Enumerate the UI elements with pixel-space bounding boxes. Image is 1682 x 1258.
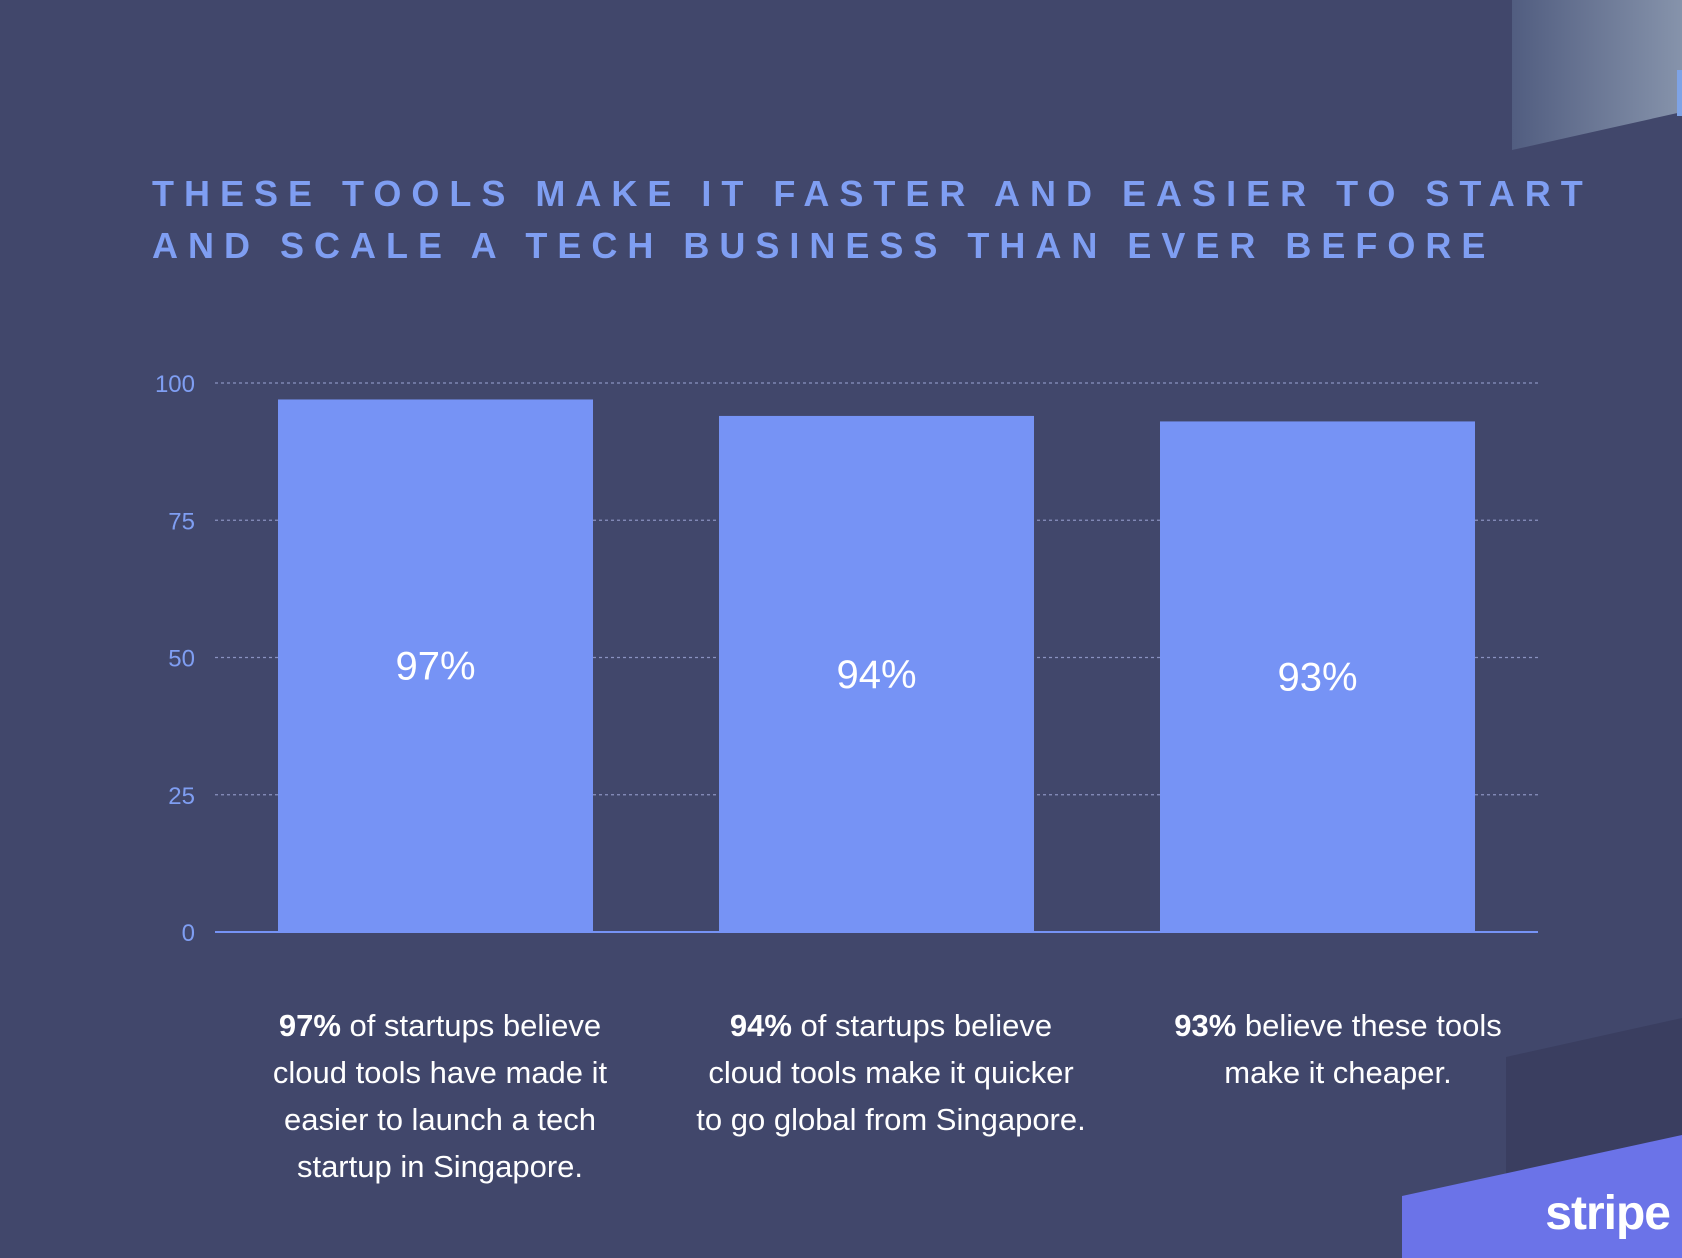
bar-caption-3: 93% believe these tools make it cheaper. (1143, 1002, 1533, 1096)
y-tick-label: 25 (168, 783, 195, 810)
bar-caption-1: 97% of startups believe cloud tools have… (245, 1002, 635, 1190)
chart-title-line-2: AND SCALE A TECH BUSINESS THAN EVER BEFO… (152, 225, 1496, 266)
bar-caption-2: 94% of startups believe cloud tools make… (696, 1002, 1086, 1143)
caption-3-highlight: 93% (1174, 1008, 1237, 1043)
stripe-logo: stripe (1545, 1187, 1671, 1240)
corner-shape-top-right (1512, 0, 1682, 150)
caption-1-text: of startups believe cloud tools have mad… (272, 1008, 608, 1184)
corner-accent-line (1677, 70, 1682, 116)
y-tick-label: 100 (155, 371, 195, 398)
bar-3 (1160, 421, 1475, 932)
chart-title: THESE TOOLS MAKE IT FASTER AND EASIER TO… (152, 168, 1593, 272)
bar-value-label-1: 97% (395, 645, 475, 689)
y-tick-label: 50 (168, 646, 195, 673)
caption-3-text: believe these tools make it cheaper. (1224, 1008, 1502, 1090)
y-tick-label: 0 (182, 920, 195, 947)
corner-shape-bottom-right-accent (1402, 1135, 1682, 1258)
bar-value-label-3: 93% (1277, 656, 1357, 700)
bar-1 (278, 399, 593, 933)
caption-1-highlight: 97% (278, 1008, 341, 1043)
caption-2-text: of startups believe cloud tools make it … (696, 1008, 1086, 1137)
bar-2 (719, 415, 1034, 932)
chart-title-line-1: THESE TOOLS MAKE IT FASTER AND EASIER TO… (152, 173, 1593, 214)
y-tick-label: 75 (168, 508, 195, 535)
bar-value-label-2: 94% (836, 653, 916, 697)
caption-2-highlight: 94% (729, 1008, 792, 1043)
